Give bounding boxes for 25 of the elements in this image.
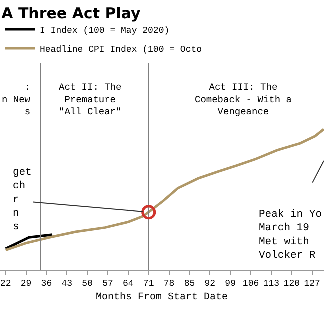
x-tick-label: 36 bbox=[41, 278, 52, 289]
text: : n New s bbox=[2, 82, 31, 118]
x-tick-label: 85 bbox=[184, 278, 196, 289]
legend-label: I Index (100 = May 2020) bbox=[40, 26, 170, 36]
x-axis-title: Months From Start Date bbox=[96, 291, 228, 304]
legend-label: Headline CPI Index (100 = Octo bbox=[40, 44, 202, 55]
x-tick-label: 113 bbox=[263, 278, 280, 289]
x-tick-label: 71 bbox=[143, 278, 154, 289]
chart-title: A Three Act Play bbox=[2, 4, 142, 23]
x-tick-label: 106 bbox=[242, 278, 260, 289]
x-tick-label: 22 bbox=[0, 278, 12, 289]
x-tick-label: 50 bbox=[82, 278, 93, 289]
text: Act II: The Premature "All Clear" bbox=[59, 82, 122, 118]
x-tick-label: 78 bbox=[164, 278, 175, 289]
x-tick-label: 43 bbox=[62, 278, 73, 289]
text: Act III: The Comeback - With a Vengeance bbox=[195, 82, 292, 118]
x-tick-label: 99 bbox=[225, 278, 236, 289]
x-tick-label: 92 bbox=[204, 278, 216, 289]
annotation: get ch r n s bbox=[13, 167, 32, 234]
x-tick-label: 64 bbox=[123, 278, 134, 289]
x-tick-label: 127 bbox=[304, 278, 320, 289]
x-tick-label: 120 bbox=[284, 278, 300, 289]
x-tick-label: 29 bbox=[20, 278, 32, 289]
x-tick-label: 57 bbox=[102, 278, 114, 289]
annotation: Peak in Yo March 19 Met with Volcker R bbox=[259, 209, 322, 262]
